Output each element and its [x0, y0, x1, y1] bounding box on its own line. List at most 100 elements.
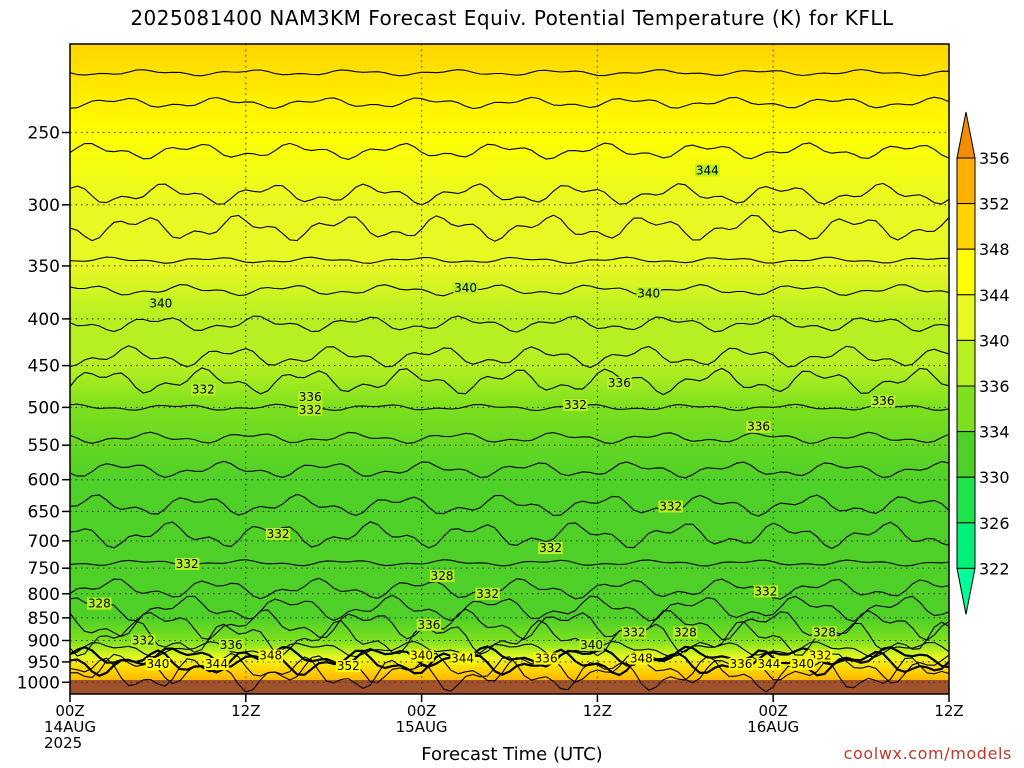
- contour-label-bg: [131, 634, 156, 647]
- contour-line: [70, 619, 949, 657]
- contour-label-bg: [258, 649, 283, 662]
- contour-label: 352: [337, 659, 360, 673]
- contour-label: 332: [754, 584, 777, 598]
- contour-label: 344: [757, 657, 780, 671]
- contour-line: [70, 214, 949, 242]
- contour-label-bg: [753, 585, 779, 598]
- contour-label-bg: [790, 658, 815, 671]
- colorbar-swatch: [956, 203, 976, 250]
- contour-label: 328: [674, 625, 697, 639]
- contour-label-bg: [191, 383, 216, 396]
- contour-label-bg: [145, 658, 171, 671]
- contour-label: 340: [637, 286, 660, 300]
- colorbar-swatch: [956, 476, 976, 524]
- contour-label-bg: [658, 500, 683, 513]
- x-tick-label: 16AUG: [747, 718, 799, 736]
- y-tick-label: 1000: [17, 673, 60, 693]
- contour-label: 336: [535, 652, 558, 666]
- contour-line: [70, 594, 949, 622]
- colorbar: 356 352 348 344 340 336 334 330 326 322: [956, 111, 1010, 615]
- contour-label: 340: [149, 297, 172, 311]
- y-tick-label: 850: [28, 609, 60, 629]
- contour-line: [70, 284, 949, 297]
- contour-line: [70, 460, 949, 479]
- credit-text: coolwx.com/models: [843, 744, 1012, 763]
- contour-label-bg: [533, 652, 559, 665]
- contour-label-bg: [265, 527, 291, 540]
- contour-label-bg: [563, 398, 588, 411]
- contour-label: 344: [451, 652, 474, 666]
- contour-label-bg: [728, 658, 754, 671]
- x-tick-label: 15AUG: [396, 718, 448, 736]
- contour-line: [70, 577, 949, 600]
- contour-label-bg: [336, 660, 361, 673]
- chart-title: 2025081400 NAM3KM Forecast Equiv. Potent…: [130, 6, 894, 30]
- contour-line: [70, 493, 949, 517]
- contour-line: [70, 367, 949, 396]
- contour-label-bg: [636, 287, 661, 300]
- contour-line: [70, 345, 949, 369]
- contour-label: 340: [146, 657, 169, 671]
- contour-line: [70, 559, 949, 567]
- contour-line: [70, 68, 949, 77]
- contour-line: [70, 403, 949, 412]
- colorbar-above: [956, 111, 976, 159]
- contour-label: 328: [88, 597, 111, 611]
- y-tick-label: 750: [28, 559, 60, 579]
- colorbar-label: 348: [979, 240, 1010, 259]
- x-axis-title: Forecast Time (UTC): [421, 744, 603, 765]
- contour-label-bg: [416, 618, 442, 631]
- contour-label: 340: [410, 649, 433, 663]
- contour-line: [70, 608, 949, 641]
- contour-lines: [70, 68, 949, 693]
- contour-label-bg: [218, 638, 244, 651]
- contour-label-bg: [429, 570, 455, 583]
- colorbar-label: 334: [979, 423, 1010, 442]
- y-tick-label: 700: [28, 532, 60, 552]
- colorbar-label: 326: [979, 514, 1010, 533]
- contour-label: 336: [730, 657, 753, 671]
- x-tick-label: 2025: [44, 734, 82, 752]
- colorbar-swatch: [956, 248, 976, 296]
- y-tick-label: 400: [28, 310, 60, 330]
- field-background: [70, 44, 949, 694]
- y-tick-label: 350: [28, 257, 60, 277]
- contour-label: 332: [192, 383, 215, 397]
- contour-label: 340: [791, 657, 814, 671]
- contour-label: 328: [813, 625, 836, 639]
- contour-line: [70, 521, 949, 550]
- contour-label-bg: [174, 557, 200, 570]
- colorbar-label: 336: [979, 377, 1010, 396]
- contour-label: 332: [539, 541, 562, 555]
- contour-label-bg: [579, 638, 604, 651]
- contour-line: [70, 96, 949, 110]
- contour-label: 340: [580, 638, 603, 652]
- y-tick-label: 500: [28, 398, 60, 418]
- contour-label: 340: [454, 281, 477, 295]
- y-tick-label: 250: [28, 123, 60, 143]
- x-tick-label: 12Z: [583, 702, 612, 720]
- y-tick-label: 600: [28, 471, 60, 491]
- y-tick-label: 550: [28, 436, 60, 456]
- contour-label: 348: [259, 649, 282, 663]
- y-axis: 2503003504004505005506006507007508008509…: [17, 123, 70, 693]
- colorbar-swatch: [956, 157, 976, 205]
- contour-label: 336: [608, 376, 631, 390]
- colorbar-label: 344: [979, 286, 1010, 305]
- contour-label: 344: [205, 657, 228, 671]
- contour-line: [70, 256, 949, 264]
- colorbar-swatch: [956, 385, 976, 433]
- contour-label: 348: [630, 652, 653, 666]
- x-tick-label: 12Z: [934, 702, 963, 720]
- contour-label-bg: [409, 649, 434, 662]
- contour-label-bg: [87, 597, 112, 610]
- colorbar-label: 356: [979, 149, 1010, 168]
- theta-e-field: [70, 44, 949, 694]
- colorbar-swatch: [956, 294, 976, 341]
- colorbar-swatch: [956, 339, 976, 387]
- surface-layer: [70, 680, 949, 694]
- x-tick-label: 00Z: [55, 702, 84, 720]
- contour-label-bg: [629, 652, 654, 665]
